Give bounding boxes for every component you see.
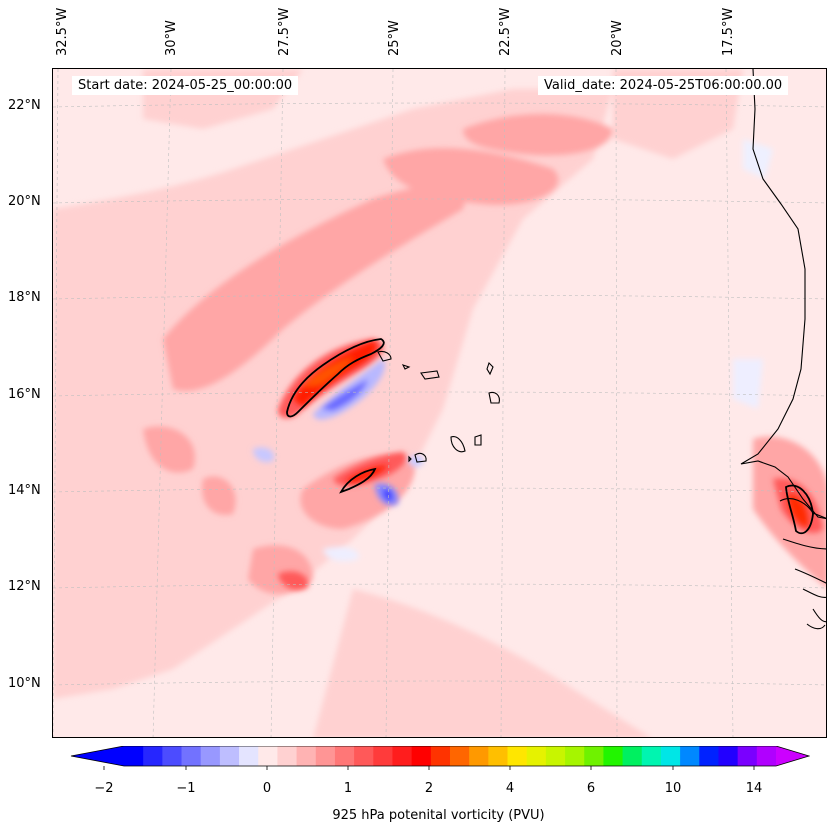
colorbar-tick-label: 14 — [745, 781, 763, 796]
lon-label-27-5w: 27.5°W — [277, 7, 292, 56]
colorbar-segment — [680, 746, 700, 766]
colorbar-segment — [718, 746, 739, 766]
lat-label-14n: 14°N — [8, 483, 41, 498]
colorbar-title-row: 925 hPa potenital vorticity (PVU) — [0, 808, 837, 823]
colorbar-segment — [584, 746, 605, 766]
colorbar-segment — [334, 746, 355, 766]
lat-label-20n: 20°N — [8, 194, 41, 209]
colorbar-segment — [469, 746, 489, 766]
colorbar-outline — [70, 746, 810, 767]
colorbar-segment — [430, 746, 451, 766]
colorbar-segment — [737, 746, 758, 766]
gridlines — [53, 69, 826, 737]
colorbar-segment — [315, 746, 336, 766]
lon-label-25w: 25°W — [387, 20, 402, 56]
colorbar-segment — [181, 746, 202, 766]
colorbar-tick-label: 2 — [424, 781, 434, 796]
pv-contour-map — [53, 69, 826, 737]
colorbar-tick-label: 0 — [262, 781, 272, 796]
colorbar-segment — [545, 746, 566, 766]
colorbar-segment — [699, 746, 720, 766]
colorbar-tick-label: −2 — [94, 781, 114, 796]
colorbar-tick-label: 4 — [505, 781, 515, 796]
colorbar-tick-label: 6 — [586, 781, 596, 796]
lat-label-16n: 16°N — [8, 387, 41, 402]
colorbar-segment — [143, 746, 163, 766]
colorbar-segment — [354, 746, 374, 766]
coastlines — [377, 69, 826, 630]
colorbar-segment — [296, 746, 317, 766]
lat-label-22n: 22°N — [8, 98, 41, 113]
negative-pv-areas — [253, 139, 773, 562]
lon-label-22-5w: 22.5°W — [498, 7, 513, 56]
colorbar-tick-label: −1 — [176, 781, 196, 796]
colorbar-segment — [450, 746, 470, 766]
start-date-label: Start date: 2024-05-25_00:00:00 — [72, 76, 299, 95]
colorbar-tick-label: 1 — [343, 781, 353, 796]
lon-label-20w: 20°W — [610, 20, 625, 56]
colorbar-segment — [565, 746, 585, 766]
lon-label-32-5w: 32.5°W — [55, 7, 70, 56]
colorbar-segment — [526, 746, 547, 766]
colorbar-segment — [603, 746, 624, 766]
colorbar-segment — [641, 746, 662, 766]
colorbar-segment — [277, 746, 298, 766]
colorbar-segment — [660, 746, 681, 766]
pv-2-contours — [286, 338, 814, 535]
colorbar-segment — [392, 746, 413, 766]
colorbar-title: 925 hPa potenital vorticity (PVU) — [332, 808, 545, 823]
colorbar-extend-high — [776, 746, 809, 766]
colorbar-segment — [622, 746, 643, 766]
colorbar-segment — [507, 746, 528, 766]
lat-label-10n: 10°N — [8, 676, 41, 691]
peak-pv-cores — [293, 341, 809, 527]
valid-date-label: Valid_date: 2024-05-25T06:00:00.00 — [538, 76, 789, 95]
colorbar-segment — [411, 746, 432, 766]
colorbar-segment — [258, 746, 279, 766]
colorbar-segment — [219, 746, 240, 766]
colorbar-extend-low — [71, 746, 124, 766]
map-panel — [52, 68, 827, 738]
colorbar-segment — [239, 746, 259, 766]
colorbar-segment — [200, 746, 221, 766]
colorbar-segment — [756, 746, 777, 766]
colorbar — [70, 746, 810, 770]
lon-label-30w: 30°W — [164, 20, 179, 56]
colorbar-segment — [373, 746, 394, 766]
lat-label-18n: 18°N — [8, 290, 41, 305]
colorbar-segment — [124, 746, 144, 766]
lat-label-12n: 12°N — [8, 579, 41, 594]
colorbar-segment — [162, 746, 183, 766]
colorbar-tick-label: 10 — [664, 781, 682, 796]
colorbar-segment — [488, 746, 509, 766]
lon-label-17-5w: 17.5°W — [721, 7, 736, 56]
